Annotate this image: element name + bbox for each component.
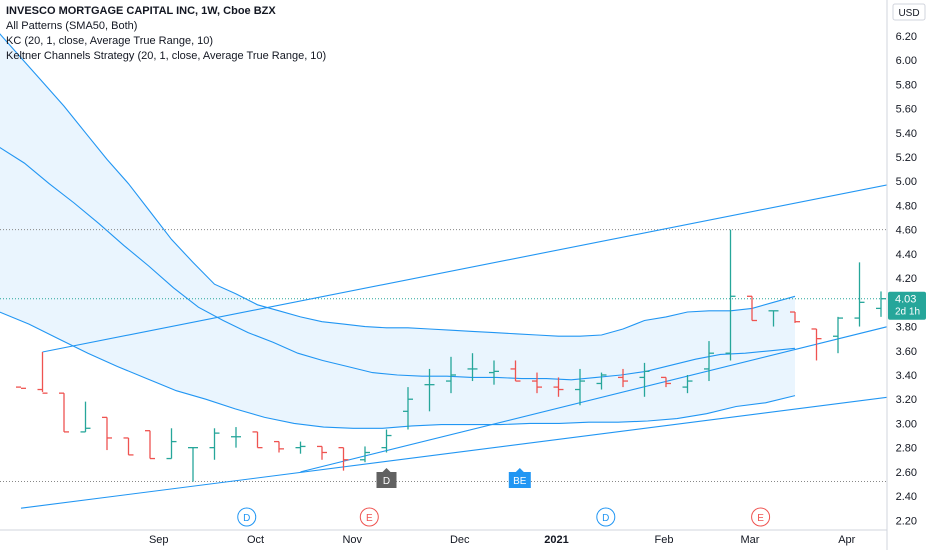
kc-fill <box>0 34 795 429</box>
ohlc-bar <box>296 442 306 454</box>
legend-kc-strategy: Keltner Channels Strategy (20, 1, close,… <box>6 49 326 64</box>
y-tick-label: 3.20 <box>896 394 917 406</box>
currency-label: USD <box>898 8 919 19</box>
event-circle-label: E <box>366 513 373 524</box>
y-tick-label: 5.60 <box>896 104 917 116</box>
y-tick-label: 3.80 <box>896 322 917 334</box>
y-tick-label: 2.80 <box>896 443 917 455</box>
ohlc-bar <box>167 428 177 458</box>
y-tick-label: 2.40 <box>896 491 917 503</box>
event-circle-label: E <box>757 513 764 524</box>
ohlc-bar <box>231 427 241 448</box>
plot-area <box>0 34 932 509</box>
y-tick-label: 3.60 <box>896 346 917 358</box>
legend-patterns: All Patterns (SMA50, Both) <box>6 19 326 34</box>
marker-flag-label: BE <box>513 476 527 487</box>
ohlc-bar <box>16 387 26 388</box>
y-tick-label: 5.00 <box>896 176 917 188</box>
ohlc-bar <box>360 446 370 462</box>
y-tick-label: 5.40 <box>896 128 917 140</box>
x-tick-label: Feb <box>655 534 674 546</box>
ohlc-bar <box>317 446 327 459</box>
ohlc-bar <box>188 448 198 482</box>
ohlc-bar <box>274 442 284 453</box>
y-tick-label: 4.80 <box>896 200 917 212</box>
ohlc-bar <box>382 429 392 452</box>
y-tick-label: 5.80 <box>896 79 917 91</box>
y-tick-label: 5.20 <box>896 152 917 164</box>
x-tick-label: Mar <box>741 534 760 546</box>
ohlc-bar <box>59 393 69 432</box>
y-tick-label: 3.00 <box>896 418 917 430</box>
ohlc-bar <box>855 262 865 326</box>
ohlc-bar <box>210 428 220 459</box>
ohlc-bar <box>38 352 48 393</box>
x-tick-label: Apr <box>838 534 855 546</box>
x-tick-label: Nov <box>342 534 362 546</box>
x-tick-label: Sep <box>149 534 169 546</box>
y-tick-label: 2.20 <box>896 515 917 527</box>
y-tick-label: 4.60 <box>896 225 917 237</box>
ohlc-bar <box>145 431 155 459</box>
x-tick-label: Dec <box>450 534 470 546</box>
ohlc-bar <box>876 291 886 316</box>
legend-title: INVESCO MORTGAGE CAPITAL INC, 1W, Cboe B… <box>6 4 326 19</box>
legend: INVESCO MORTGAGE CAPITAL INC, 1W, Cboe B… <box>6 4 326 64</box>
ohlc-bar <box>833 317 843 353</box>
marker-flag-label: D <box>383 476 390 487</box>
event-circle-label: D <box>243 513 250 524</box>
ohlc-bar <box>253 432 263 448</box>
y-tick-label: 4.20 <box>896 273 917 285</box>
y-tick-label: 6.00 <box>896 55 917 67</box>
ohlc-bar <box>124 438 134 455</box>
y-tick-label: 3.40 <box>896 370 917 382</box>
ohlc-bar <box>102 417 112 450</box>
legend-kc: KC (20, 1, close, Average True Range, 10… <box>6 34 326 49</box>
x-tick-label: 2021 <box>544 534 568 546</box>
x-tick-label: Oct <box>247 534 264 546</box>
last-price-value: 4.03 <box>895 294 916 306</box>
y-tick-label: 6.20 <box>896 31 917 43</box>
y-tick-label: 2.60 <box>896 467 917 479</box>
ohlc-bar <box>81 402 91 432</box>
event-circle-label: D <box>602 513 609 524</box>
y-tick-label: 4.40 <box>896 249 917 261</box>
last-price-countdown: 2d 1h <box>895 307 920 318</box>
